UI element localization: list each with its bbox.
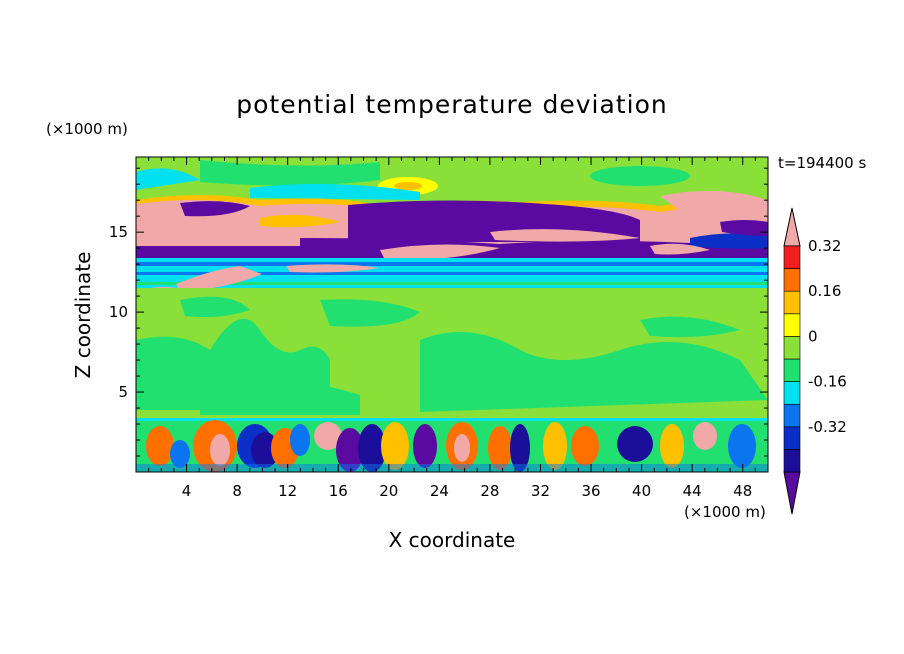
x-tick-label: 28 (480, 482, 499, 500)
colorbar-box (783, 336, 801, 360)
colorbar-label: 0.32 (808, 237, 841, 255)
x-tick-label: 40 (632, 482, 651, 500)
colorbar-label: -0.16 (808, 373, 847, 391)
x-tick-label: 20 (379, 482, 398, 500)
y-tick-label: 5 (118, 383, 128, 401)
colorbar-box (783, 426, 801, 450)
y-unit-label: (×1000 m) (46, 120, 128, 138)
colorbar-box (783, 403, 801, 428)
x-tick-label: 16 (329, 482, 348, 500)
x-tick-label: 44 (683, 482, 702, 500)
x-tick-label: 48 (733, 482, 752, 500)
colorbar-box (783, 449, 801, 473)
x-axis: 4 8 12 16 20 24 28 32 36 40 44 48 (148, 157, 756, 500)
x-unit-label: (×1000 m) (684, 503, 766, 521)
contour-field (136, 157, 768, 472)
x-tick-label: 4 (182, 482, 192, 500)
y-axis: 5 10 15 (109, 167, 768, 457)
x-tick-label: 24 (430, 482, 449, 500)
colorbar-label: -0.32 (808, 418, 847, 436)
time-label: t=194400 s (778, 154, 866, 172)
colorbar-box (783, 358, 801, 382)
colorbar-extend-max (783, 207, 801, 247)
colorbar-box (783, 290, 801, 315)
x-axis-label: X coordinate (389, 528, 516, 552)
y-axis-label: Z coordinate (71, 252, 95, 379)
colorbar-extend-min (783, 471, 801, 515)
chart-title: potential temperature deviation (236, 90, 667, 119)
colorbar-box (783, 245, 801, 269)
x-tick-label: 36 (581, 482, 600, 500)
colorbar-box (783, 268, 801, 292)
colorbar: -0.32 -0.16 0 0.16 0.32 (783, 207, 847, 515)
y-tick-label: 10 (109, 303, 128, 321)
colorbar-box (783, 381, 801, 405)
x-tick-label: 8 (232, 482, 242, 500)
x-tick-label: 12 (278, 482, 297, 500)
colorbar-box (783, 313, 801, 337)
y-tick-label: 15 (109, 223, 128, 241)
x-tick-label: 32 (531, 482, 550, 500)
colorbar-label: 0 (808, 327, 818, 345)
colorbar-label: 0.16 (808, 282, 841, 300)
